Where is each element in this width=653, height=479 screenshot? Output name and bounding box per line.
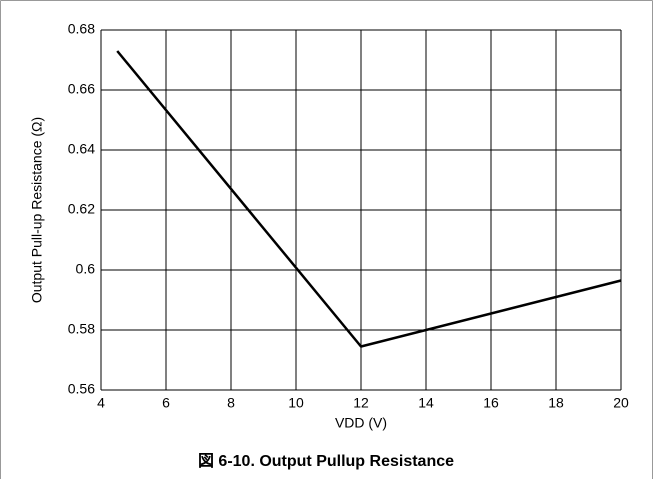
x-tick-label: 14 — [418, 395, 434, 411]
x-tick-label: 12 — [353, 395, 369, 411]
y-tick-label: 0.68 — [68, 21, 95, 37]
y-tick-label: 0.66 — [68, 81, 95, 97]
x-tick-label: 18 — [548, 395, 564, 411]
y-tick-label: 0.58 — [68, 321, 95, 337]
x-tick-label: 16 — [483, 395, 499, 411]
x-tick-label: 6 — [162, 395, 170, 411]
x-tick-label: 4 — [97, 395, 105, 411]
y-tick-label: 0.6 — [76, 261, 96, 277]
y-tick-label: 0.64 — [68, 141, 95, 157]
x-tick-label: 20 — [613, 395, 629, 411]
y-axis-label: Output Pull-up Resistance (Ω) — [29, 117, 45, 303]
chart-title: 図 6-10. Output Pullup Resistance — [198, 452, 454, 470]
x-tick-label: 10 — [288, 395, 304, 411]
data-line — [116, 50, 622, 348]
y-tick-label: 0.56 — [68, 381, 95, 397]
y-tick-label: 0.62 — [68, 201, 95, 217]
x-axis-label: VDD (V) — [335, 415, 387, 431]
x-tick-label: 8 — [227, 395, 235, 411]
